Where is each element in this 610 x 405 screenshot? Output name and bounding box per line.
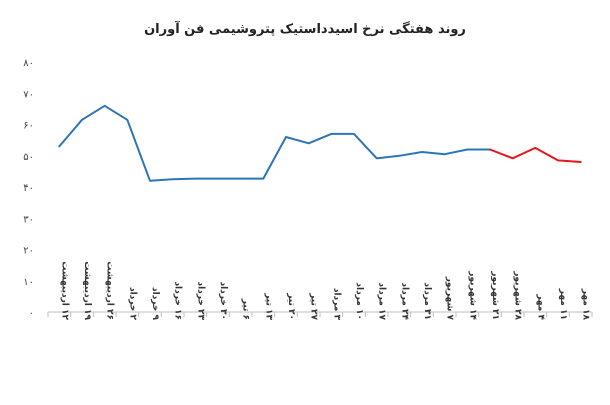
x-tick-label: ۹ خرداد	[150, 287, 160, 321]
y-tick-label: ۲۰	[23, 246, 34, 257]
x-tick-label: ۱۲ اردیبهشت	[59, 261, 69, 320]
x-tick-label: ۱۳ تیر	[263, 292, 273, 320]
series-line-2	[489, 146, 582, 163]
x-tick-label: ۱۹ اردیبهشت	[82, 261, 92, 320]
x-axis: ۱۲ اردیبهشت ۱۹ اردیبهشت ۲۶ اردیبهشت ۲ خرداد…	[47, 261, 593, 321]
chart-title: روند هفتگی نرخ اسیدداستیک پتروشیمی فن آو…	[144, 20, 466, 37]
x-tick-label: ۲۰ تیر	[286, 292, 296, 320]
x-tick-label: ۴ مهر	[535, 293, 545, 320]
y-tick-label: ۴۰	[23, 183, 34, 194]
y-tick-label: ۳۰	[23, 214, 34, 225]
x-tick-label: ۲۷ تیر	[309, 292, 319, 320]
x-tick-label: ۱۶ خرداد	[173, 281, 183, 320]
x-tick-label: ۲ خرداد	[127, 287, 137, 321]
x-tick-label: ۱۱ مهر	[558, 288, 568, 320]
x-tick-label: ۲۴ مرداد	[399, 282, 409, 320]
x-tick-label: ۱۰ مرداد	[354, 282, 364, 320]
series-layer	[58, 104, 582, 182]
y-axis: ۰ ۱۰ ۲۰ ۳۰ ۴۰ ۵۰ ۶۰ ۷۰ ۸۰	[23, 58, 34, 319]
x-tick-label: ۱۴ شهریور	[467, 270, 477, 320]
y-tick-label: ۱۰	[23, 277, 34, 288]
x-tick-label: ۲۶ اردیبهشت	[105, 261, 115, 320]
x-tick-label: ۲۳ خرداد	[195, 281, 205, 320]
x-tick-label: ۲۸ شهریور	[513, 270, 523, 320]
x-tick-label: ۳۰ خرداد	[218, 281, 228, 320]
series-line-1	[58, 104, 491, 182]
x-tick-label: ۳ مرداد	[331, 288, 341, 321]
x-tick-label: ۱۷ مرداد	[377, 282, 387, 320]
y-tick-label: ۸۰	[23, 58, 34, 69]
x-tick-label: ۶ تیر	[241, 298, 251, 320]
x-tick-label: ۲۱ شهریور	[490, 270, 500, 320]
x-tick-label: ۳۱ مرداد	[422, 282, 432, 320]
y-tick-label: ۰	[29, 308, 34, 319]
y-tick-label: ۷۰	[23, 89, 34, 100]
y-tick-label: ۶۰	[23, 121, 34, 132]
x-tick-label: ۱۸ مهر	[581, 288, 591, 321]
x-tick-label: ۷ شهریور	[445, 276, 455, 321]
y-tick-label: ۵۰	[23, 152, 34, 163]
